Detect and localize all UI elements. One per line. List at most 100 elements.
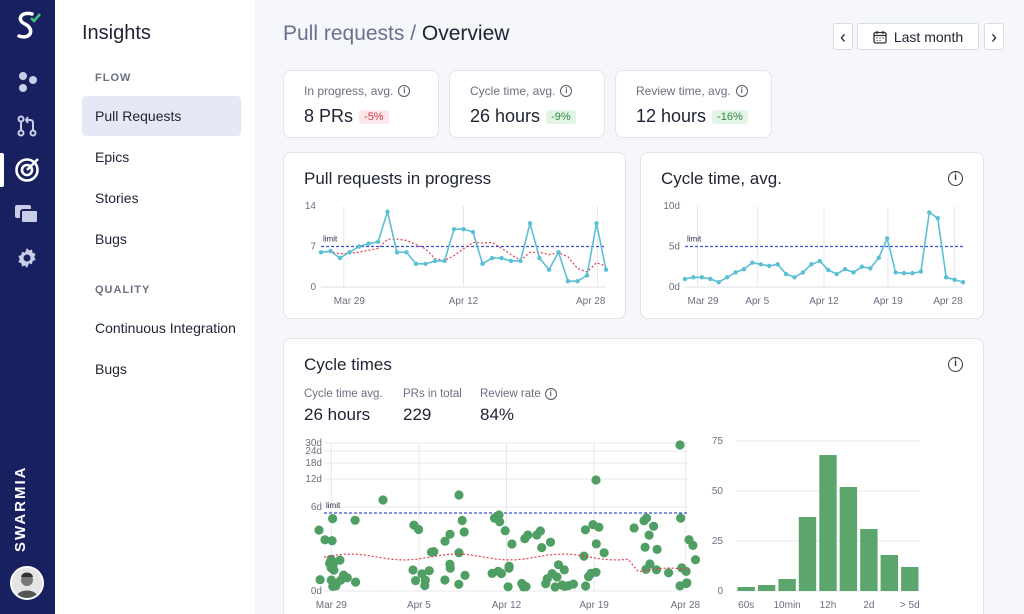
scatter-point <box>688 540 698 550</box>
histogram-bar <box>819 455 837 591</box>
data-point <box>442 258 447 264</box>
scatter-point <box>503 582 513 592</box>
data-point <box>480 261 485 267</box>
info-icon[interactable]: i <box>544 388 557 400</box>
scatter-point <box>644 530 654 540</box>
swarmia-logo-icon[interactable] <box>13 11 41 40</box>
scatter-point <box>645 559 655 569</box>
histogram-bar <box>860 529 878 591</box>
info-icon[interactable]: i <box>948 357 963 372</box>
y-tick-label: 14 <box>305 201 317 212</box>
settings-icon[interactable] <box>13 244 41 272</box>
y-tick-label: 5d <box>669 242 680 253</box>
data-point <box>893 270 898 275</box>
x-tick-label: Apr 12 <box>809 296 839 307</box>
data-point <box>337 255 343 261</box>
scatter-point <box>629 523 639 533</box>
x-tick-label: Apr 12 <box>492 600 522 611</box>
x-tick-label: Apr 28 <box>933 296 963 307</box>
metrics-icon[interactable] <box>13 68 41 96</box>
data-point <box>451 226 457 232</box>
sidebar-item-bugs-quality[interactable]: Bugs <box>95 361 127 377</box>
sidebar-item-continuous-integration[interactable]: Continuous Integration <box>95 320 236 336</box>
date-range-picker[interactable]: Last month <box>857 23 979 50</box>
stat-value-prs-total: 229 <box>403 405 432 424</box>
scatter-point <box>339 570 349 580</box>
sidebar-item-pull-requests[interactable]: Pull Requests <box>82 96 241 136</box>
scatter-point <box>584 572 594 582</box>
data-point <box>394 250 400 255</box>
y-tick-label: 50 <box>712 486 724 497</box>
histogram-bar <box>839 487 858 591</box>
sidebar-item-epics[interactable]: Epics <box>95 149 130 165</box>
trend-line <box>320 238 607 273</box>
info-icon[interactable]: i <box>948 171 963 186</box>
data-point <box>868 266 873 271</box>
data-point <box>366 241 371 246</box>
histogram-bar <box>737 587 755 591</box>
data-point <box>758 262 764 267</box>
sidebar-item-stories[interactable]: Stories <box>95 190 139 206</box>
next-period-button[interactable]: › <box>984 23 1004 50</box>
kpi-card-cycle-time: Cycle time, avg. i 26 hours -9% <box>449 70 605 138</box>
kpi-value-text: 8 PRs <box>304 106 354 126</box>
pull-requests-icon[interactable] <box>13 112 41 140</box>
previous-period-button[interactable]: ‹ <box>833 23 853 50</box>
scatter-point <box>440 575 450 585</box>
card-title: Pull requests in progress <box>304 169 492 188</box>
histogram-bar <box>778 579 796 591</box>
data-point <box>809 262 814 267</box>
scatter-point <box>552 572 562 582</box>
x-tick-label: Apr 5 <box>407 600 431 611</box>
data-point <box>699 275 705 280</box>
sidebar-item-bugs-flow[interactable]: Bugs <box>95 231 127 247</box>
scatter-point <box>350 515 360 525</box>
insights-target-icon[interactable] <box>13 156 41 184</box>
chevron-left-icon: ‹ <box>840 26 846 47</box>
work-log-icon[interactable] <box>13 200 41 228</box>
card-title: Cycle times <box>304 355 392 374</box>
scatter-point <box>411 576 421 586</box>
data-point <box>594 221 599 226</box>
y-tick-label: 12d <box>305 474 322 485</box>
scatter-point <box>426 547 437 557</box>
prs-in-progress-chart: 14 7 0 Mar 29 Apr 12 Apr 28 limit <box>305 201 609 307</box>
brand-wordmark: SWARMIA <box>12 465 29 553</box>
insights-sidebar: Insights FLOW Pull Requests Epics Storie… <box>55 0 255 614</box>
data-point <box>518 258 523 264</box>
scatter-point <box>652 544 662 554</box>
y-tick-label: 0 <box>717 586 723 597</box>
data-point <box>910 271 915 276</box>
x-tick-label: Apr 28 <box>671 600 701 611</box>
cycle-time-avg-card: Cycle time, avg. i 10d 5d 0d Mar 29 Apr 5 Apr… <box>640 152 984 319</box>
kpi-label-text: In progress, avg. <box>304 84 394 98</box>
stat-value-cycle-time: 26 hours <box>304 405 371 424</box>
breadcrumb-pull-requests[interactable]: Pull requests <box>283 22 405 45</box>
kpi-label: Cycle time, avg. i <box>470 84 573 98</box>
scatter-point <box>591 539 601 549</box>
scatter-point <box>335 555 345 565</box>
kpi-label: In progress, avg. i <box>304 84 411 98</box>
scatter-point <box>559 565 569 575</box>
x-tick-label: 2d <box>863 600 874 611</box>
data-point <box>851 270 856 275</box>
data-point <box>423 261 428 267</box>
main-content: Pull requests / Overview ‹ Last month › … <box>255 0 1024 614</box>
scatter-point <box>454 579 464 589</box>
info-icon[interactable]: i <box>735 85 748 97</box>
kpi-label-text: Review time, avg. <box>636 84 731 98</box>
user-avatar[interactable] <box>10 566 44 600</box>
kpi-value: 8 PRs -5% <box>304 106 389 127</box>
data-point <box>750 260 755 265</box>
data-point <box>432 258 438 264</box>
stat-label-prs-total: PRs in total <box>403 388 462 400</box>
scatter-point <box>580 525 590 535</box>
data-point <box>385 209 390 214</box>
info-icon[interactable]: i <box>560 85 573 97</box>
info-icon[interactable]: i <box>398 85 411 97</box>
data-point <box>708 276 713 282</box>
sidebar-section-quality: QUALITY <box>95 284 151 296</box>
data-point <box>783 271 789 277</box>
scatter-point <box>640 542 650 552</box>
calendar-icon <box>873 30 887 44</box>
